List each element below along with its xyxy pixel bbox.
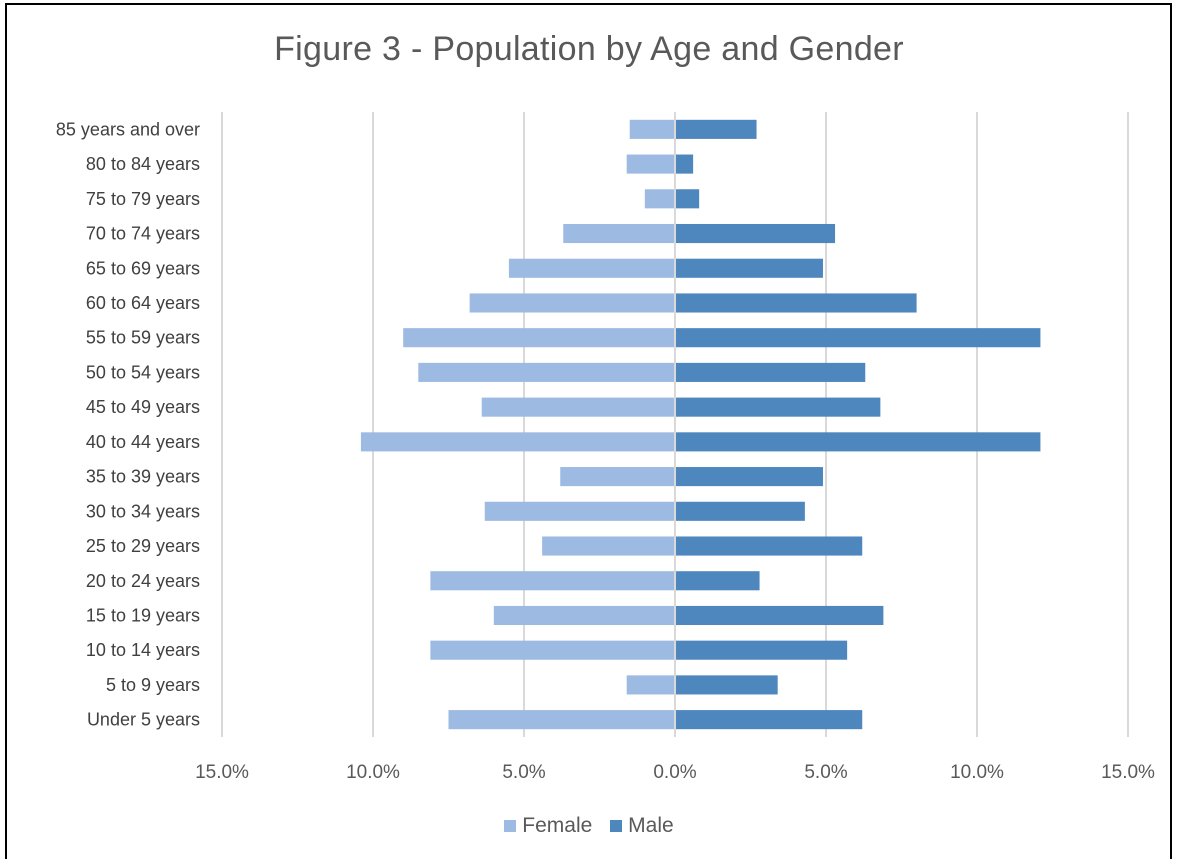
bar-male	[675, 397, 881, 417]
x-tick-label: 10.0%	[950, 762, 1004, 783]
y-tick-label: 15 to 19 years	[86, 605, 200, 625]
y-tick-label: 70 to 74 years	[86, 224, 200, 244]
bar-male	[675, 362, 866, 382]
bar-male	[675, 467, 823, 487]
bar-female	[360, 432, 675, 452]
bar-male	[675, 675, 778, 695]
bar-female	[403, 328, 675, 348]
bar-male	[675, 258, 823, 278]
legend: Female Male	[0, 814, 1178, 838]
y-tick-label: 60 to 64 years	[86, 293, 200, 313]
bar-female	[508, 258, 675, 278]
bar-female	[493, 605, 675, 626]
y-tick-label: 65 to 69 years	[86, 258, 200, 278]
bar-female	[481, 397, 675, 417]
y-tick-label: 80 to 84 years	[86, 154, 200, 174]
bar-female	[626, 675, 675, 695]
bar-male	[675, 710, 863, 730]
bar-female	[484, 501, 675, 521]
bar-male	[675, 536, 863, 556]
bar-female	[563, 223, 675, 244]
y-tick-label: Under 5 years	[87, 710, 200, 730]
x-tick-labels: 15.0% 10.0% 5.0% 0.0% 5.0% 10.0% 15.0%	[195, 762, 1155, 783]
bar-male	[675, 501, 805, 521]
y-tick-label: 5 to 9 years	[106, 675, 200, 695]
y-tick-label: 75 to 79 years	[86, 189, 200, 209]
x-tick-label: 10.0%	[346, 762, 400, 783]
bar-female	[430, 571, 675, 591]
bar-male	[675, 571, 760, 591]
y-tick-label: 35 to 39 years	[86, 467, 200, 487]
bar-female	[626, 154, 675, 174]
x-tick-label: 15.0%	[1101, 762, 1155, 783]
bar-male	[675, 293, 917, 313]
chart-title: Figure 3 - Population by Age and Gender	[274, 30, 904, 68]
bar-male	[675, 119, 757, 139]
bar-female	[430, 640, 675, 660]
legend-swatch-female	[504, 820, 517, 832]
y-tick-label: 25 to 29 years	[86, 536, 200, 556]
bar-male	[675, 223, 836, 244]
x-tick-label: 0.0%	[653, 762, 696, 783]
x-tick-label: 15.0%	[195, 762, 249, 783]
bar-male	[675, 605, 884, 626]
y-tick-label: 50 to 54 years	[86, 362, 200, 382]
y-tick-labels: 85 years and over 80 to 84 years 75 to 79 …	[56, 119, 200, 729]
bar-male	[675, 189, 700, 209]
bar-male	[675, 640, 848, 660]
y-tick-label: 40 to 44 years	[86, 432, 200, 452]
y-tick-label: 30 to 34 years	[86, 501, 200, 521]
bar-male	[675, 328, 1041, 348]
bar-male	[675, 432, 1041, 452]
legend-label-female: Female	[522, 814, 593, 837]
legend-item-female: Female	[504, 814, 592, 838]
bar-female	[629, 119, 675, 139]
y-tick-label: 20 to 24 years	[86, 571, 200, 591]
bar-female	[448, 710, 675, 730]
bar-female	[469, 293, 675, 313]
bar-male	[675, 154, 694, 174]
bar-female	[560, 467, 675, 487]
y-tick-label: 55 to 59 years	[86, 328, 200, 348]
y-tick-label: 85 years and over	[56, 119, 200, 139]
y-tick-label: 10 to 14 years	[86, 640, 200, 660]
legend-item-male: Male	[610, 814, 674, 838]
x-tick-label: 5.0%	[502, 762, 545, 783]
legend-swatch-male	[610, 820, 623, 832]
y-tick-label: 45 to 49 years	[86, 397, 200, 417]
legend-label-male: Male	[628, 814, 674, 837]
x-tick-label: 5.0%	[804, 762, 847, 783]
bar-female	[418, 362, 675, 382]
bar-female	[542, 536, 675, 556]
bars	[360, 112, 1041, 737]
bar-female	[644, 189, 675, 209]
